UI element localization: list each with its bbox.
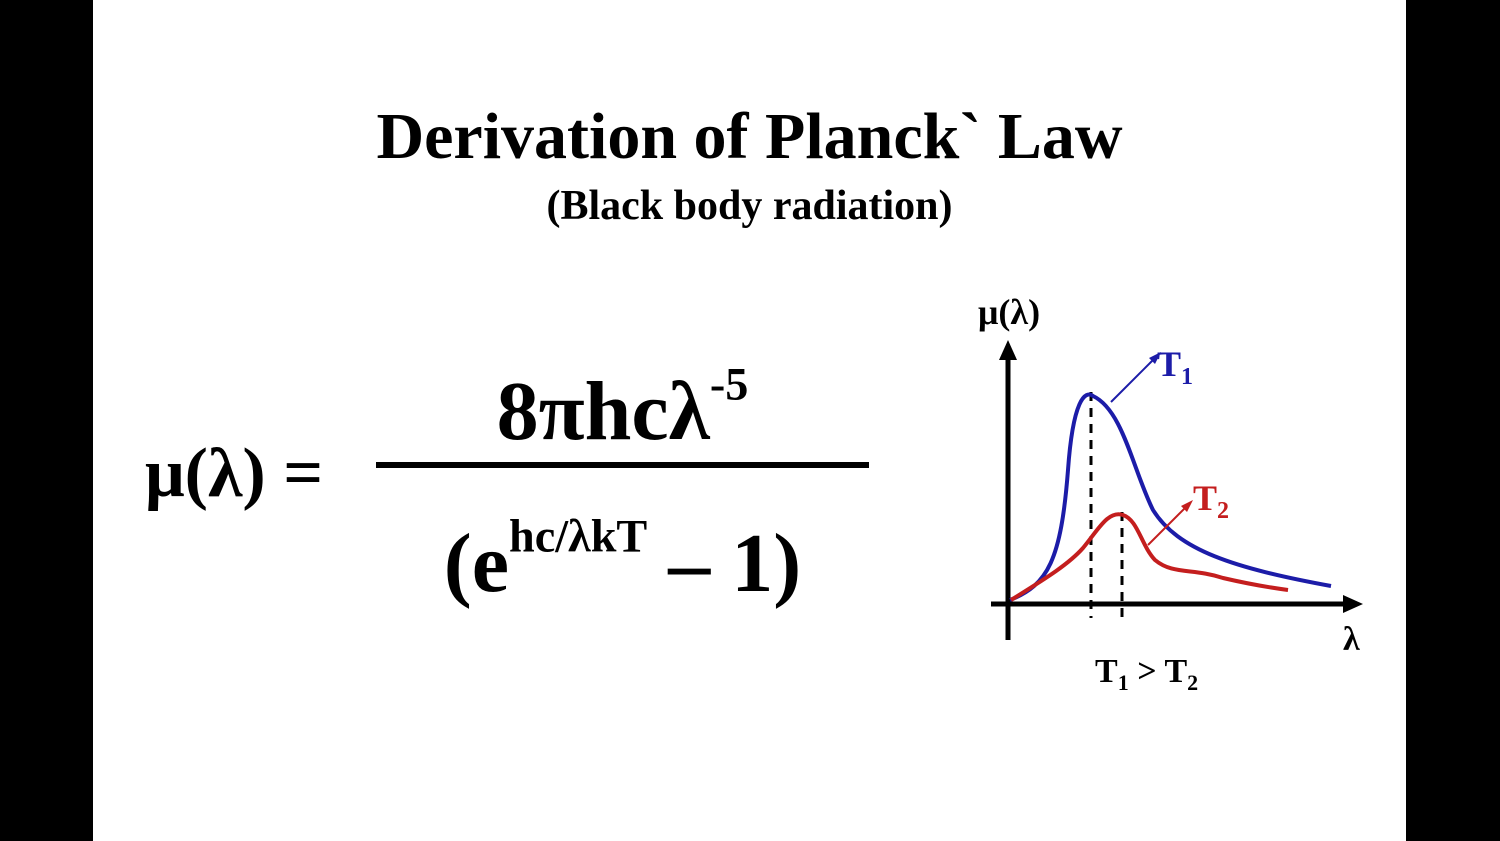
condition-lhs-sub: 1 — [1118, 670, 1129, 695]
t1-pointer-tip — [1149, 352, 1161, 364]
equation-denominator: (ehc/λkT – 1) — [376, 510, 869, 614]
x-axis-label: λ — [1343, 621, 1360, 658]
y-axis-label: μ(λ) — [978, 292, 1040, 332]
denominator-close: – 1) — [647, 517, 802, 610]
fraction-bar — [376, 462, 869, 468]
t2-label-sub: 2 — [1217, 498, 1229, 524]
equation-numerator: 8πhcλ-5 — [376, 358, 869, 462]
slide: Derivation of Planck` Law (Black body ra… — [93, 0, 1406, 841]
condition-lhs: T — [1095, 653, 1118, 690]
x-axis-arrow — [1343, 595, 1363, 613]
numerator-exponent: -5 — [709, 358, 749, 410]
t2-label-name: T — [1193, 478, 1217, 518]
y-axis-arrow — [999, 340, 1017, 360]
condition-rhs: T — [1164, 653, 1187, 690]
slide-subtitle: (Black body radiation) — [546, 183, 953, 229]
t1-label-sub: 1 — [1181, 364, 1193, 390]
numerator-base: 8πhcλ — [496, 365, 710, 458]
t2-pointer — [1147, 505, 1188, 546]
t1-label: T1 — [1157, 344, 1193, 390]
t1-label-name: T — [1157, 344, 1181, 384]
t1-curve — [1009, 392, 1332, 602]
slide-title: Derivation of Planck` Law — [376, 100, 1123, 173]
t2-pointer-tip — [1181, 500, 1193, 512]
condition-rhs-sub: 2 — [1187, 670, 1198, 695]
t2-curve — [1009, 512, 1289, 602]
equation-lhs: μ(λ) = — [145, 435, 324, 512]
denominator-open: (e — [443, 517, 510, 610]
blackbody-graph: μ(λ) λ T1 T2 T1 > T2 — [978, 292, 1363, 695]
condition-op: > — [1129, 653, 1165, 690]
t2-label: T2 — [1193, 478, 1229, 524]
denominator-exponent: hc/λkT — [509, 510, 648, 562]
temperature-condition: T1 > T2 — [1095, 653, 1198, 695]
t1-pointer — [1110, 357, 1156, 403]
